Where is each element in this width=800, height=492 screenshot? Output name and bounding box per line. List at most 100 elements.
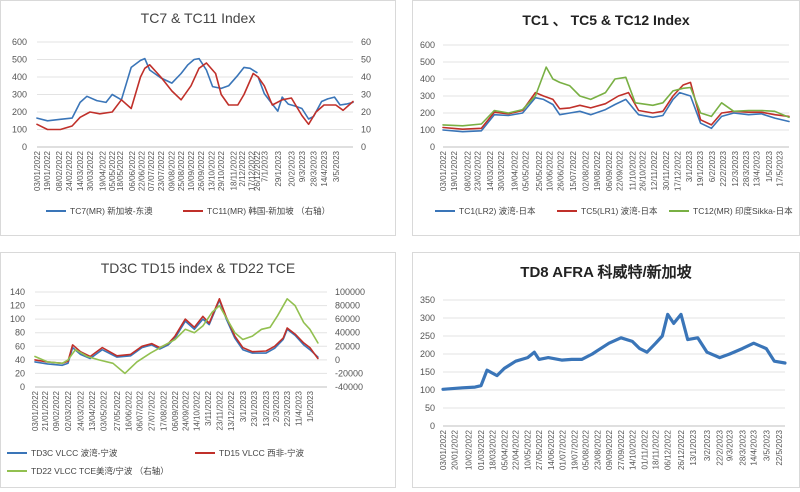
x-tick-label: 12/11/2022 xyxy=(650,150,659,190)
x-tick-label: 7/1/2023 xyxy=(260,150,269,182)
x-tick-label: 3/1/2023 xyxy=(685,150,694,182)
x-tick-label: 3/1/2023 xyxy=(239,390,248,422)
x-tick-label: 3/2/2023 xyxy=(703,429,712,461)
chart-title: TC7 & TC11 Index xyxy=(141,10,256,26)
x-tick-label: 30/11/2022 xyxy=(662,150,671,190)
series-line xyxy=(36,62,354,131)
x-tick-label: 9/3/2023 xyxy=(726,429,735,461)
x-tick-label: 26/06/2022 xyxy=(556,150,565,191)
legend-label: TC1(LR2) 波湾-日本 xyxy=(459,206,536,216)
x-tick-label: 22/5/2023 xyxy=(775,429,784,465)
y-tick-label: 350 xyxy=(420,295,435,305)
y-tick-label: 500 xyxy=(12,55,27,65)
x-tick-label: 14/10/2022 xyxy=(628,429,637,470)
y2-tick-label: 40 xyxy=(361,72,371,82)
x-tick-label: 06/07/2022 xyxy=(136,390,145,431)
y2-tick-label: 60000 xyxy=(335,314,360,324)
chart-td8: TD8 AFRA 科威特/新加坡 0 50 100 150 200 250 300 350 03/… xyxy=(420,263,787,470)
x-tick-label: 07/07/2022 xyxy=(147,150,156,191)
x-tick-label: 26/09/2022 xyxy=(197,150,206,191)
y-tick-label: 100 xyxy=(420,125,435,135)
x-tick-label: 17/08/2022 xyxy=(160,390,169,431)
chart-td3c-td15-td22: TD3C TD15 index & TD22 TCE 0 20 40 60 80 100 12… xyxy=(7,260,365,476)
x-tick-label: 22/09/2022 xyxy=(616,150,625,191)
x-tick-label: 10/05/2022 xyxy=(524,429,533,470)
x-tick-label: 05/04/2022 xyxy=(500,429,509,470)
x-tick-label: 28/3/2023 xyxy=(738,429,747,465)
chart-panel-td3c-td15-td22: TD3C TD15 index & TD22 TCE 0 20 40 60 80 100 12… xyxy=(0,252,396,488)
x-tick-label: 10/09/2022 xyxy=(187,150,196,191)
x-tick-label: 23/02/2022 xyxy=(473,150,482,191)
x-tick-label: 14/03/2022 xyxy=(76,150,85,191)
y2-tick-label: 0 xyxy=(361,142,366,152)
x-tick-label: 25/05/2022 xyxy=(535,150,544,191)
x-tick-label: 13/2/2023 xyxy=(262,390,271,426)
x-tick-label: 19/04/2022 xyxy=(98,150,107,191)
x-tick-label: 08/02/2022 xyxy=(463,150,472,191)
x-tick-label: 17/12/2022 xyxy=(247,150,256,191)
series-line xyxy=(442,66,790,127)
x-tick-label: 23/08/2022 xyxy=(594,429,603,470)
x-tick-label: 05/05/2022 xyxy=(521,150,530,191)
x-tick-label: 22/2/2023 xyxy=(716,429,725,465)
y-tick-label: 20 xyxy=(15,368,25,378)
x-tick-label: 9/3/2023 xyxy=(298,150,307,182)
x-tick-label: 11/4/2023 xyxy=(295,390,304,426)
y2-tick-label: 80000 xyxy=(335,301,360,311)
x-tick-label: 09/09/2022 xyxy=(605,429,614,470)
y2-tick-label: 60 xyxy=(361,37,371,47)
x-tick-label: 6/2/2023 xyxy=(708,150,717,182)
x-tick-label: 30/03/2022 xyxy=(86,150,95,191)
series-line xyxy=(257,76,354,120)
chart-panel-td8: TD8 AFRA 科威特/新加坡 0 50 100 150 200 250 300 350 03/… xyxy=(412,252,800,488)
y2-tick-label: 10 xyxy=(361,125,371,135)
legend-label: TD3C VLCC 波湾-宁波 xyxy=(31,448,118,458)
x-tick-label: 19/1/2023 xyxy=(696,150,705,186)
y-tick-label: 150 xyxy=(420,367,435,377)
x-tick-label: 14/4/2023 xyxy=(750,429,759,465)
x-tick-label: 17/12/2022 xyxy=(674,150,683,191)
x-tick-label: 20/01/2022 xyxy=(450,429,459,470)
y-tick-label: 120 xyxy=(10,301,25,311)
x-tick-label: 13/4/2023 xyxy=(753,150,762,186)
x-tick-label: 12/3/2023 xyxy=(731,150,740,186)
x-tick-label: 15/07/2022 xyxy=(569,150,578,191)
x-tick-label: 19/08/2022 xyxy=(593,150,602,191)
x-tick-label: 09/08/2022 xyxy=(167,150,176,191)
x-tick-label: 27/05/2022 xyxy=(535,429,544,470)
x-tick-label: 3/5/2023 xyxy=(762,429,771,461)
y-tick-label: 500 xyxy=(420,57,435,67)
x-tick-label: 19/07/2022 xyxy=(570,429,579,470)
legend-label: TC5(LR1) 波湾-日本 xyxy=(581,206,658,216)
chart-title: TD3C TD15 index & TD22 TCE xyxy=(101,260,296,276)
x-tick-label: 2/12/2022 xyxy=(238,150,247,186)
y-tick-label: 140 xyxy=(10,287,25,297)
y-tick-label: 0 xyxy=(20,382,25,392)
y-tick-label: 250 xyxy=(420,331,435,341)
x-tick-label: 19/01/2022 xyxy=(43,150,52,191)
x-tick-label: 01/11/2022 xyxy=(640,429,649,469)
x-tick-label: 23/07/2022 xyxy=(157,150,166,191)
x-tick-label: 22/06/2022 xyxy=(138,150,147,191)
y-tick-label: 200 xyxy=(420,108,435,118)
y-tick-label: 0 xyxy=(22,142,27,152)
x-tick-label: 2/3/2023 xyxy=(272,390,281,422)
y-tick-label: 200 xyxy=(420,349,435,359)
x-tick-label: 14/4/2023 xyxy=(320,150,329,186)
chart-title: TC1 、 TC5 & TC12 Index xyxy=(522,12,689,28)
y2-tick-label: -40000 xyxy=(335,382,363,392)
y2-tick-label: 20 xyxy=(361,107,371,117)
y-tick-label: 0 xyxy=(430,421,435,431)
y-tick-label: 400 xyxy=(420,74,435,84)
x-tick-label: 3/11/2022 xyxy=(204,390,213,426)
x-tick-label: 21/01/2022 xyxy=(41,390,50,431)
x-tick-label: 06/09/2022 xyxy=(605,150,614,191)
x-tick-label: 30/03/2022 xyxy=(497,150,506,191)
y2-tick-label: 100000 xyxy=(335,287,365,297)
y2-tick-label: 50 xyxy=(361,55,371,65)
x-tick-label: 19/04/2022 xyxy=(510,150,519,191)
x-tick-label: 11/10/2022 xyxy=(629,150,638,190)
x-tick-label: 13/1/2023 xyxy=(689,429,698,465)
x-tick-label: 09/02/2022 xyxy=(52,390,61,431)
y-tick-label: 200 xyxy=(12,107,27,117)
